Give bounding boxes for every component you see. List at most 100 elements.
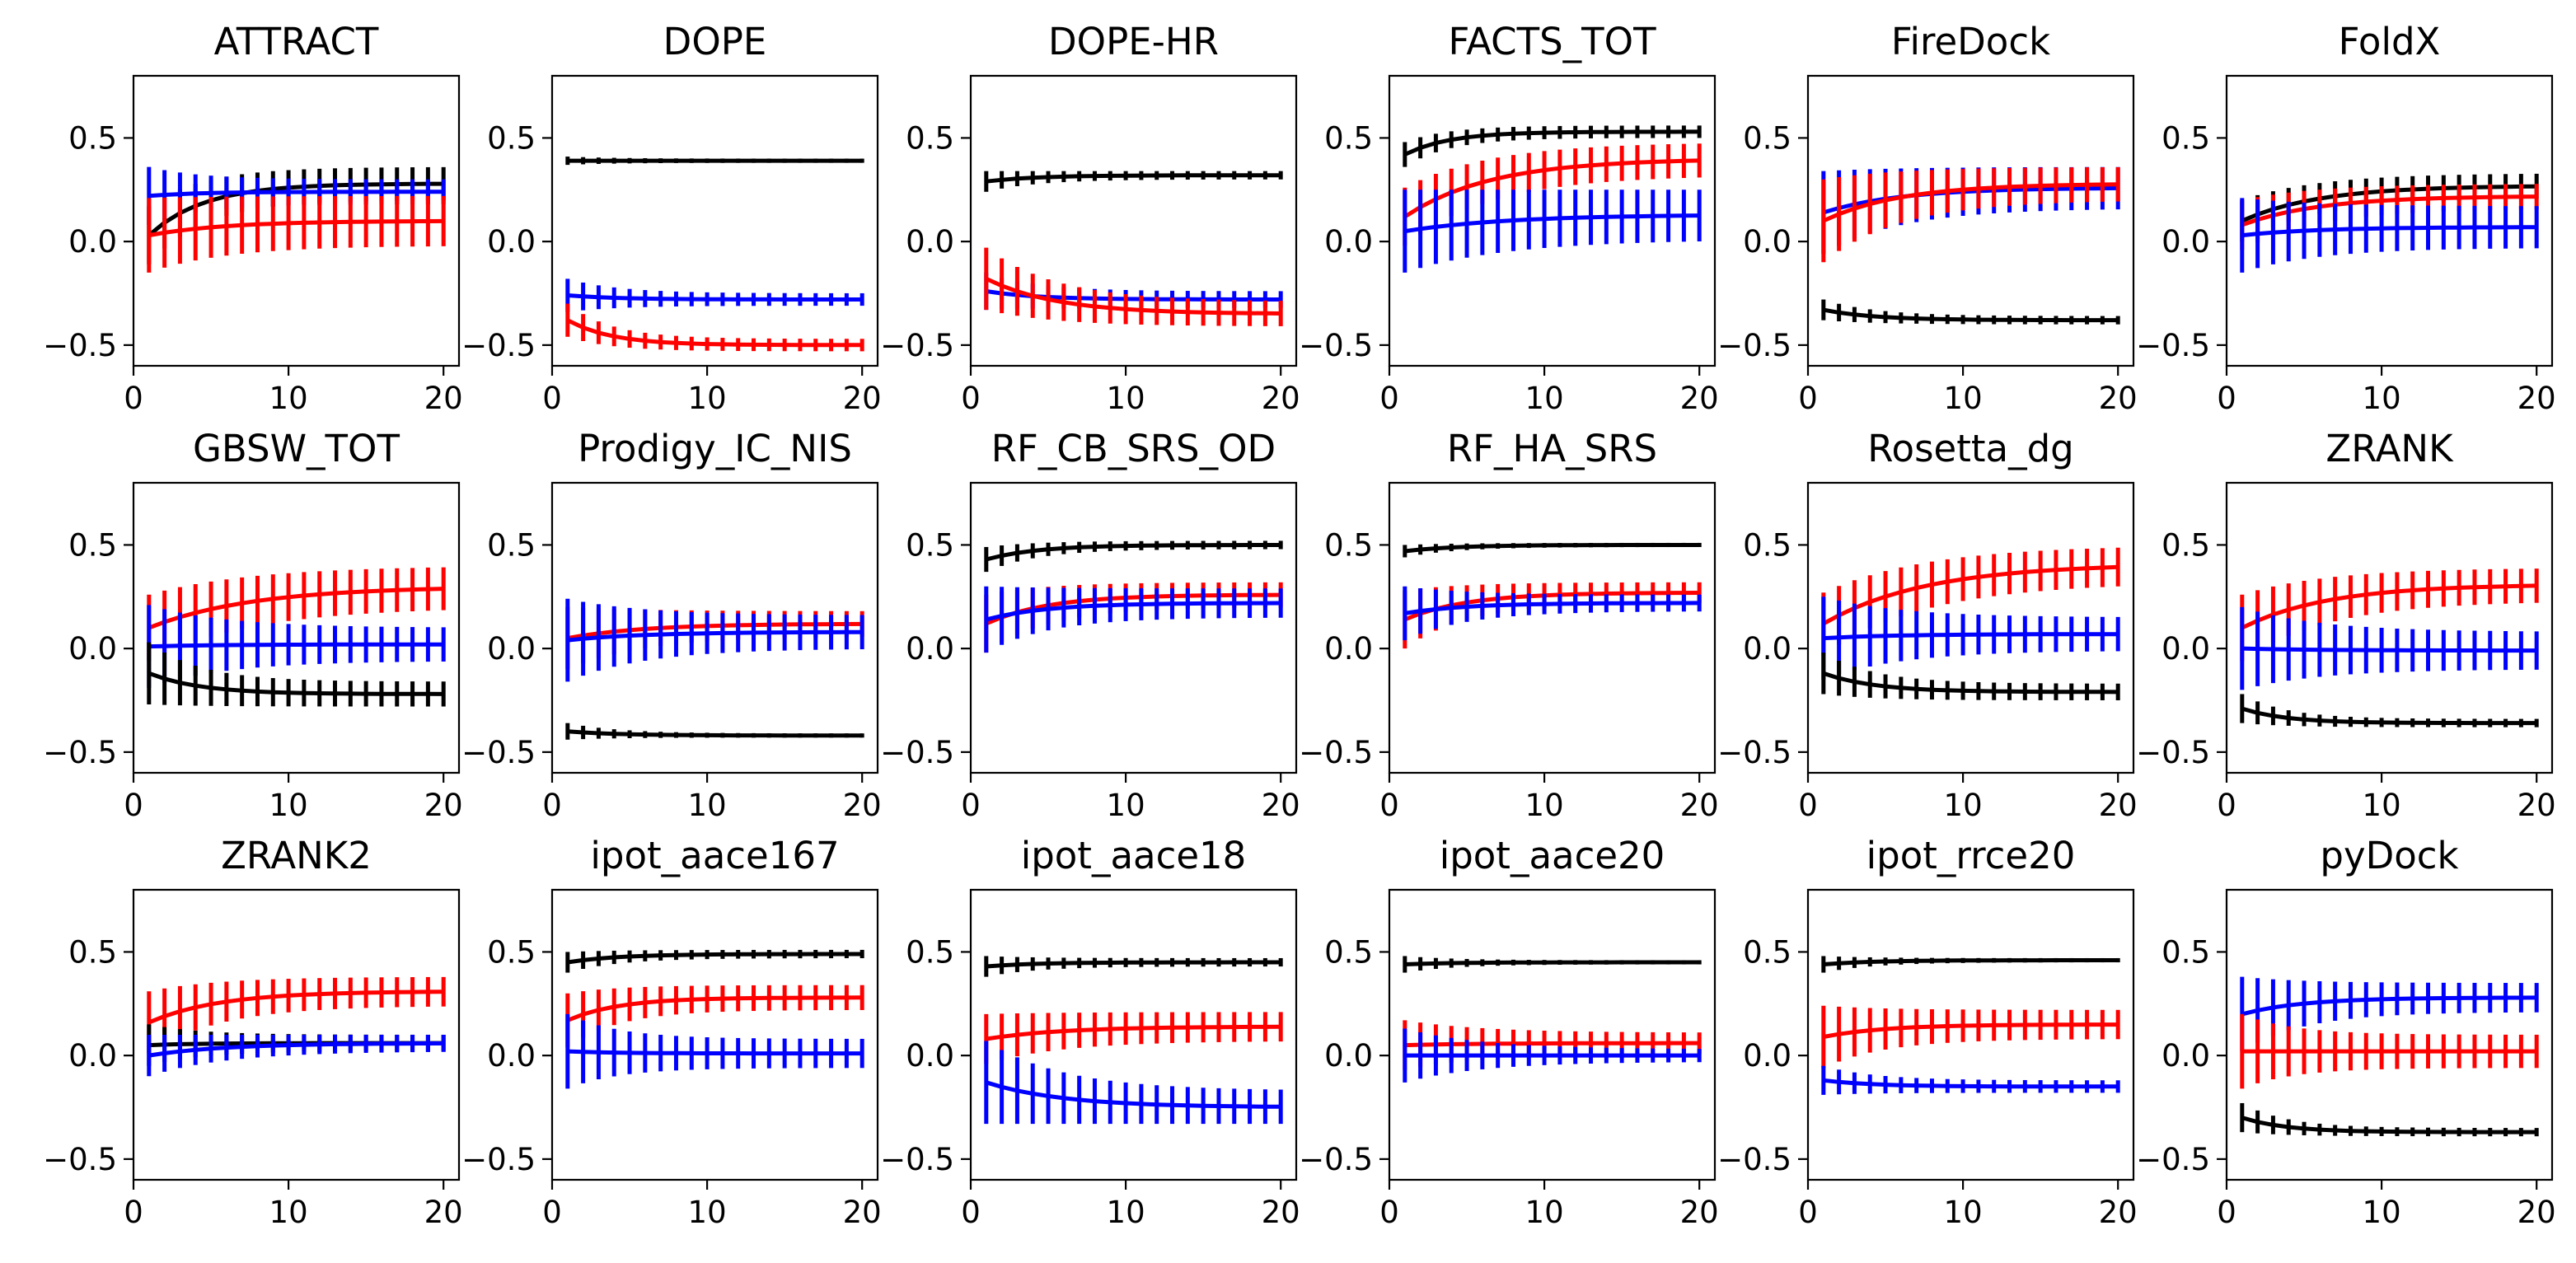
axes-frame: [2225, 481, 2554, 774]
axes-frame: [132, 888, 461, 1181]
y-tick-label: 0.5: [906, 934, 954, 970]
subplot-title: ipot_aace18: [1021, 834, 1247, 877]
series-0: [2240, 568, 2539, 662]
axes-frame: [969, 74, 1298, 367]
series-1: [147, 166, 446, 226]
series-0: [1821, 166, 2120, 255]
series-0: [565, 949, 864, 973]
y-tick-label: 0.5: [906, 120, 954, 156]
series-0: [1821, 547, 2120, 655]
subplot: 0 10 20 −0.5 0.0 0.5 Rosetta_dg: [1717, 427, 2138, 823]
subplot: 0 10 20 −0.5 0.0 0.5 ipot_aace167: [461, 834, 882, 1230]
subplot: 0 10 20 −0.5 0.0 0.5 ipot_rrce20: [1717, 834, 2138, 1230]
series-line: [567, 629, 863, 643]
y-tick-label: 0.5: [1324, 934, 1373, 970]
subplot: 0 10 20 −0.5 0.0 0.5 Prodigy_IC_NIS: [461, 427, 882, 823]
series-line: [567, 729, 863, 738]
series-2: [1403, 586, 1702, 641]
series-line: [986, 1080, 1281, 1109]
subplot: 0 10 20 −0.5 0.0 0.5 ZRANK2: [43, 834, 463, 1230]
subplot-title: ATTRACT: [214, 20, 379, 63]
series-line: [2241, 184, 2537, 223]
y-tick-label: 0.0: [2161, 1038, 2210, 1074]
x-tick-label: 10: [1107, 381, 1145, 416]
series-1: [2240, 1013, 2539, 1089]
axes-frame: [132, 74, 461, 367]
x-tick-label: 20: [2099, 1195, 2138, 1230]
y-tick-label: −0.5: [2136, 1142, 2210, 1177]
series-1: [565, 278, 864, 312]
x-tick-label: 0: [542, 788, 562, 823]
x-tick-label: 10: [1525, 1195, 1564, 1230]
subplot-title: ipot_aace167: [590, 834, 839, 877]
x-tick-label: 0: [961, 381, 981, 416]
x-tick-label: 10: [1944, 788, 1983, 823]
series-0: [2240, 976, 2539, 1052]
series-line: [567, 1049, 863, 1056]
subplot-title: ipot_rrce20: [1866, 834, 2076, 877]
y-tick-label: −0.5: [1299, 328, 1373, 363]
series-0: [565, 157, 864, 166]
x-tick-label: 20: [1262, 1195, 1300, 1230]
x-tick-label: 0: [2217, 788, 2236, 823]
subplot-title: FoldX: [2339, 20, 2441, 63]
series-1: [1821, 1005, 2120, 1069]
series-line: [567, 952, 863, 965]
series-0: [1403, 542, 1702, 558]
series-2: [1403, 189, 1702, 273]
series-0: [984, 171, 1283, 192]
x-tick-label: 10: [688, 788, 727, 823]
subplot-title: DOPE-HR: [1048, 20, 1219, 63]
y-tick-label: 0.0: [487, 631, 536, 667]
y-tick-label: 0.0: [1743, 631, 1791, 667]
x-tick-label: 20: [1262, 381, 1300, 416]
y-tick-label: −0.5: [1717, 328, 1791, 363]
series-line: [1404, 543, 1700, 554]
x-tick-label: 0: [1379, 1195, 1399, 1230]
series-line: [1823, 1022, 2119, 1039]
series-line: [2241, 706, 2537, 726]
axes-frame: [550, 888, 879, 1181]
series-line: [567, 293, 863, 302]
series-line: [986, 601, 1281, 622]
series-line: [148, 189, 444, 199]
subplot-title: FireDock: [1891, 20, 2050, 63]
x-tick-label: 0: [2217, 1195, 2236, 1230]
x-tick-label: 10: [1525, 381, 1564, 416]
y-tick-label: 0.0: [906, 1038, 954, 1074]
y-tick-label: 0.5: [906, 527, 954, 563]
x-tick-label: 20: [2517, 1195, 2556, 1230]
series-2: [1821, 653, 2120, 700]
y-tick-label: 0.0: [1743, 224, 1791, 260]
subplot-title: ZRANK: [2325, 427, 2454, 470]
x-tick-label: 0: [961, 1195, 981, 1230]
axes-frame: [969, 481, 1298, 774]
y-tick-label: 0.5: [1324, 120, 1373, 156]
x-tick-label: 0: [1798, 1195, 1818, 1230]
subplot: 0 10 20 −0.5 0.0 0.5 FireDock: [1717, 20, 2138, 416]
subplot: 0 10 20 −0.5 0.0 0.5 RF_HA_SRS: [1299, 427, 1719, 823]
series-0: [1821, 956, 2120, 973]
series-line: [1823, 632, 2119, 641]
axes-frame: [969, 888, 1298, 1181]
x-tick-label: 20: [2099, 788, 2138, 823]
series-1: [1403, 1020, 1702, 1070]
series-line: [148, 218, 444, 238]
series-line: [1404, 601, 1700, 615]
y-tick-label: −0.5: [461, 328, 536, 363]
x-tick-label: 10: [1107, 788, 1145, 823]
y-tick-label: 0.5: [68, 120, 117, 156]
subplot-title: FACTS_TOT: [1448, 20, 1656, 63]
x-tick-label: 10: [1944, 1195, 1983, 1230]
x-tick-label: 10: [1944, 381, 1983, 416]
axes-frame: [132, 481, 461, 774]
series-line: [985, 592, 1281, 626]
series-0: [147, 166, 446, 264]
series-line: [2241, 225, 2537, 238]
series-line: [2241, 995, 2537, 1017]
x-tick-label: 0: [124, 1195, 143, 1230]
y-tick-label: 0.0: [68, 224, 117, 260]
x-tick-label: 0: [1379, 381, 1399, 416]
series-0: [984, 540, 1283, 573]
subplot-title: DOPE: [663, 20, 767, 63]
